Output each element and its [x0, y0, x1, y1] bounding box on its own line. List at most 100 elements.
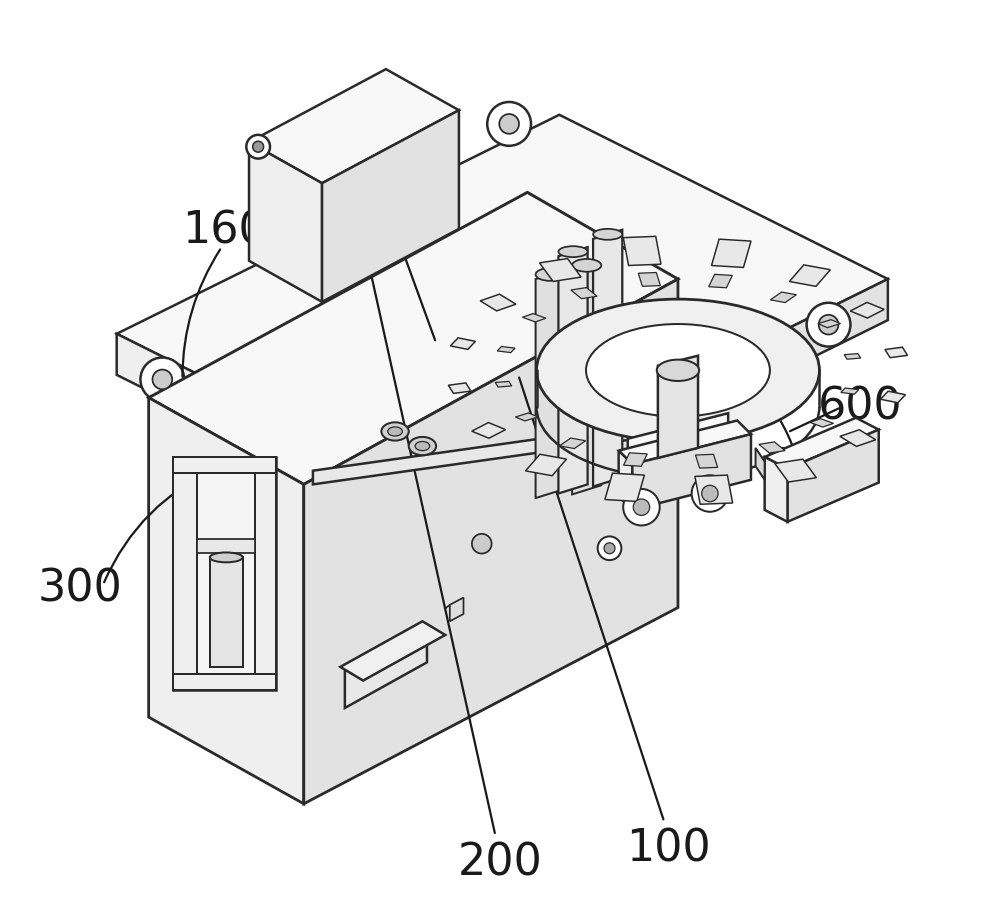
Polygon shape [255, 457, 276, 690]
Polygon shape [313, 420, 669, 484]
Polygon shape [623, 237, 661, 265]
Polygon shape [495, 381, 512, 387]
Polygon shape [572, 260, 601, 494]
Polygon shape [789, 265, 830, 286]
Polygon shape [756, 448, 765, 480]
Ellipse shape [409, 437, 436, 455]
Polygon shape [304, 279, 678, 803]
Circle shape [807, 303, 850, 346]
Polygon shape [628, 413, 728, 464]
Polygon shape [658, 356, 698, 458]
Polygon shape [149, 192, 678, 484]
Polygon shape [775, 459, 816, 482]
Polygon shape [880, 391, 906, 403]
Polygon shape [197, 539, 255, 553]
Circle shape [140, 357, 184, 401]
Circle shape [487, 102, 531, 146]
Ellipse shape [537, 299, 819, 441]
Polygon shape [619, 420, 751, 464]
Circle shape [604, 543, 615, 554]
Circle shape [253, 142, 264, 153]
Polygon shape [522, 314, 546, 322]
Polygon shape [695, 475, 733, 505]
Polygon shape [149, 398, 304, 803]
Polygon shape [117, 334, 445, 539]
Polygon shape [765, 418, 879, 469]
Circle shape [598, 537, 621, 560]
Polygon shape [844, 354, 861, 359]
Polygon shape [712, 239, 751, 268]
Circle shape [692, 475, 728, 512]
Ellipse shape [536, 268, 565, 281]
Polygon shape [605, 473, 644, 502]
Polygon shape [173, 457, 197, 690]
Polygon shape [770, 292, 796, 303]
Text: 200: 200 [458, 842, 542, 885]
Polygon shape [765, 457, 787, 522]
Polygon shape [536, 270, 565, 498]
Ellipse shape [657, 359, 699, 381]
Polygon shape [445, 279, 888, 539]
Polygon shape [480, 294, 516, 311]
Polygon shape [840, 430, 876, 446]
Polygon shape [560, 438, 586, 449]
Polygon shape [497, 346, 515, 353]
Text: 100: 100 [626, 828, 711, 871]
Ellipse shape [558, 246, 588, 257]
Circle shape [633, 499, 650, 515]
Polygon shape [340, 622, 445, 681]
Polygon shape [173, 457, 276, 690]
Polygon shape [810, 419, 834, 427]
Polygon shape [117, 115, 888, 498]
Ellipse shape [381, 422, 409, 441]
Polygon shape [709, 274, 732, 288]
Polygon shape [526, 454, 567, 476]
Ellipse shape [586, 324, 770, 417]
Polygon shape [624, 452, 647, 466]
Polygon shape [818, 320, 841, 327]
Ellipse shape [593, 228, 622, 239]
Polygon shape [249, 69, 459, 183]
Text: 400: 400 [316, 100, 401, 143]
Polygon shape [472, 422, 506, 438]
Polygon shape [450, 598, 463, 622]
Text: 500: 500 [763, 446, 848, 490]
Polygon shape [322, 111, 459, 302]
Polygon shape [345, 626, 427, 708]
Polygon shape [619, 451, 632, 510]
Polygon shape [850, 303, 884, 318]
Circle shape [472, 534, 492, 554]
Polygon shape [841, 388, 859, 394]
Circle shape [819, 314, 838, 335]
Polygon shape [448, 383, 471, 393]
Polygon shape [759, 442, 785, 453]
Text: 600: 600 [818, 386, 903, 429]
Polygon shape [249, 143, 322, 302]
Polygon shape [450, 338, 475, 349]
Circle shape [623, 489, 660, 526]
Polygon shape [173, 457, 276, 473]
Polygon shape [695, 454, 718, 468]
Ellipse shape [415, 441, 430, 451]
Ellipse shape [572, 259, 601, 271]
Polygon shape [540, 259, 581, 282]
Polygon shape [571, 288, 597, 299]
Circle shape [152, 369, 172, 389]
Circle shape [246, 135, 270, 158]
Polygon shape [593, 229, 622, 486]
Text: 300: 300 [38, 568, 123, 611]
Text: 160: 160 [182, 209, 267, 252]
Polygon shape [787, 430, 879, 522]
Polygon shape [173, 675, 276, 690]
Polygon shape [515, 413, 538, 421]
Circle shape [460, 522, 504, 566]
Polygon shape [638, 272, 660, 286]
Circle shape [702, 485, 718, 502]
Polygon shape [558, 247, 588, 494]
Polygon shape [885, 347, 908, 357]
Ellipse shape [210, 552, 243, 562]
Polygon shape [210, 558, 243, 667]
Ellipse shape [388, 427, 402, 436]
Polygon shape [632, 434, 751, 510]
Circle shape [499, 114, 519, 133]
